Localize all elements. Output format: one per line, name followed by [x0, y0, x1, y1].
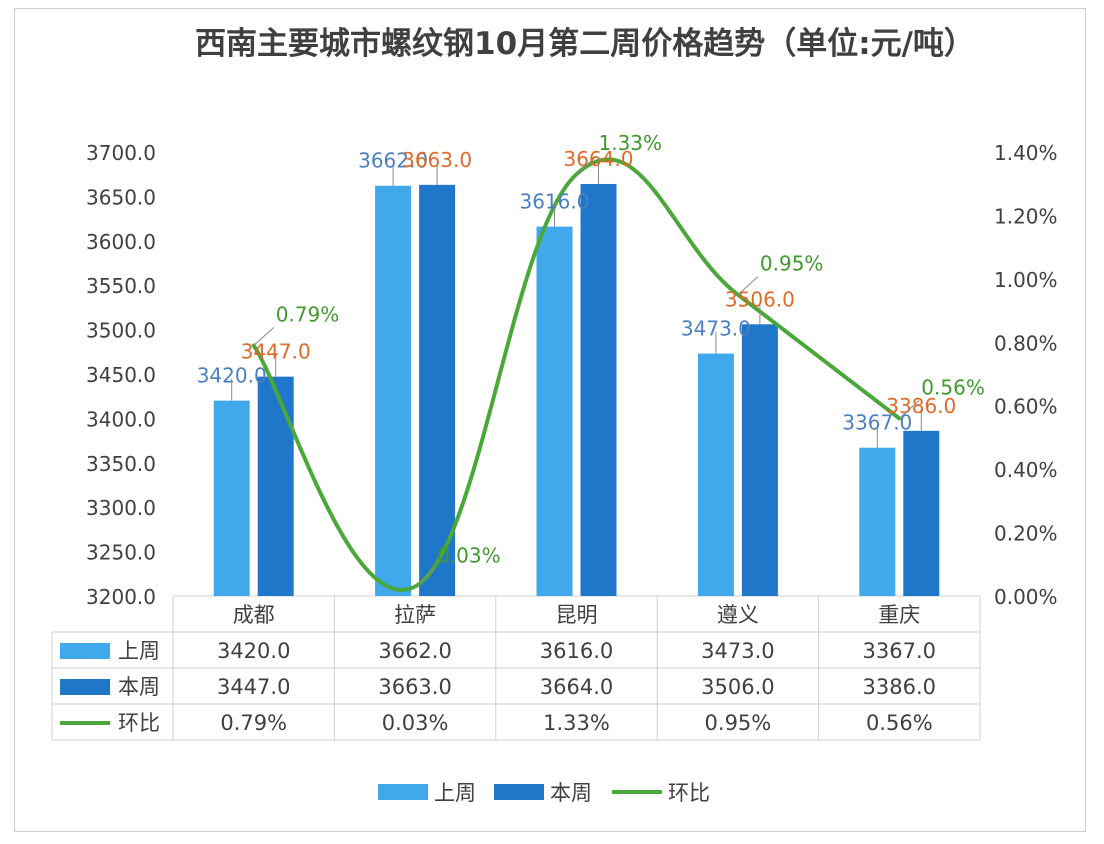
bar-this-week [741, 324, 778, 596]
bar-data-label: 3447.0 [241, 340, 311, 364]
legend-label: 本周 [550, 781, 592, 805]
label-leader-line [576, 155, 597, 175]
x-category-label: 昆明 [556, 603, 598, 627]
y-left-tick-label: 3500.0 [86, 319, 156, 343]
table-series-name: 上周 [118, 639, 160, 663]
legend-label: 环比 [668, 781, 710, 805]
y-right-tick-label: 0.60% [994, 395, 1058, 419]
y-left-tick-label: 3450.0 [86, 363, 156, 387]
legend-label: 上周 [434, 781, 476, 805]
table-cell: 0.95% [705, 711, 772, 735]
bars [213, 183, 940, 597]
label-leader-line [898, 400, 920, 419]
bar-this-week [257, 376, 294, 596]
bar-last-week [375, 185, 412, 596]
table-series-name: 环比 [118, 711, 160, 735]
x-category-label: 成都 [233, 603, 275, 627]
y-right-tick-label: 1.20% [994, 204, 1058, 228]
y-right-tick-label: 0.40% [994, 458, 1058, 482]
y-right-tick-label: 0.00% [994, 585, 1058, 609]
x-category-label: 遵义 [717, 603, 759, 627]
bar-data-label: 3420.0 [197, 364, 267, 388]
x-category-label: 拉萨 [394, 603, 436, 627]
line-data-label: 1.33% [599, 131, 663, 155]
y-left-tick-label: 3400.0 [86, 407, 156, 431]
y-right-tick-label: 0.20% [994, 522, 1058, 546]
legend-swatch [494, 784, 544, 800]
table-cell: 3662.0 [378, 639, 451, 663]
line-series [251, 157, 902, 592]
chart-frame [14, 8, 1086, 832]
bar-data-label: 3386.0 [886, 394, 956, 418]
label-leader-line [737, 276, 759, 296]
bar-data-label: 3662.0 [358, 149, 428, 173]
mom-change-line [251, 157, 902, 592]
bar-this-week [419, 184, 456, 596]
data-labels: 3420.0 3662.0 3616.0 3473.0 3367.0 3447.0 3663… [197, 131, 985, 587]
label-leader-line [253, 327, 275, 346]
table-cell: 0.56% [866, 711, 933, 735]
table-cell: 1.33% [543, 711, 610, 735]
y-left-tick-label: 3300.0 [86, 496, 156, 520]
line-data-label: 0.03% [437, 543, 501, 567]
bar-last-week [697, 353, 734, 596]
table-cell: 3367.0 [863, 639, 936, 663]
y-left-tick-label: 3250.0 [86, 541, 156, 565]
table-cell: 3616.0 [540, 639, 613, 663]
legend-swatch [378, 784, 428, 800]
y-left-tick-label: 3700.0 [86, 141, 156, 165]
table-series-key [60, 679, 110, 695]
bar-last-week [213, 400, 250, 596]
bar-last-week [536, 226, 573, 597]
bar-data-label: 3664.0 [564, 147, 634, 171]
y-left-tick-label: 3650.0 [86, 185, 156, 209]
bar-data-label: 3473.0 [681, 317, 751, 341]
x-category-label: 重庆 [878, 603, 920, 627]
axes: 3200.0 3250.0 3300.0 3350.0 3400.0 3450.0 3500… [86, 141, 1058, 609]
table-series-key [60, 643, 110, 659]
table-cell: 3506.0 [701, 675, 774, 699]
bar-data-label: 3616.0 [520, 190, 590, 214]
line-data-label: 0.79% [276, 302, 340, 326]
table-cell: 3420.0 [217, 639, 290, 663]
y-right-tick-label: 1.00% [994, 268, 1058, 292]
y-left-tick-label: 3600.0 [86, 230, 156, 254]
bar-data-label: 3506.0 [725, 287, 795, 311]
bar-data-label: 3367.0 [842, 411, 912, 435]
table-cell: 0.79% [220, 711, 287, 735]
y-left-tick-label: 3200.0 [86, 585, 156, 609]
line-data-label: 0.95% [760, 252, 824, 276]
y-right-tick-label: 0.80% [994, 331, 1058, 355]
table-cell: 3447.0 [217, 675, 290, 699]
table-cell: 3473.0 [701, 639, 774, 663]
table-cell: 0.03% [382, 711, 449, 735]
table-cell: 3664.0 [540, 675, 613, 699]
line-data-label: 0.56% [921, 375, 985, 399]
bar-this-week [903, 430, 940, 596]
bar-this-week [580, 183, 617, 596]
chart-title: 西南主要城市螺纹钢10月第二周价格趋势（单位:元/吨） [195, 26, 975, 62]
y-left-tick-label: 3550.0 [86, 274, 156, 298]
table-series-name: 本周 [118, 675, 160, 699]
y-left-tick-label: 3350.0 [86, 452, 156, 476]
table-cell: 3663.0 [378, 675, 451, 699]
bar-last-week [859, 447, 896, 596]
label-leader-line [414, 568, 436, 587]
legend: 上周 本周 环比 [378, 781, 710, 805]
y-right-tick-label: 1.40% [994, 141, 1058, 165]
table-cell: 3386.0 [863, 675, 936, 699]
bar-data-label: 3663.0 [402, 148, 472, 172]
